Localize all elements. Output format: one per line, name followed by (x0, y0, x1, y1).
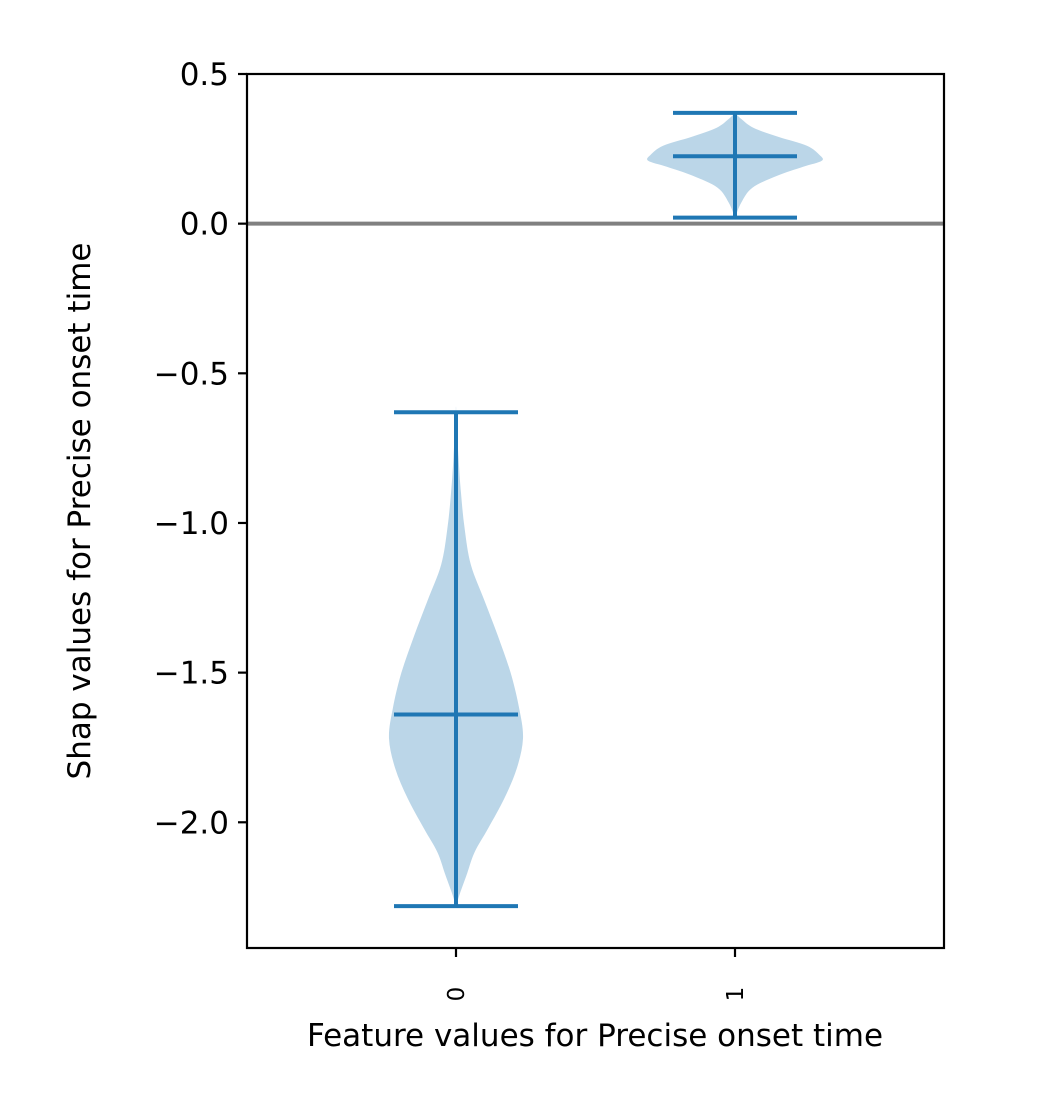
y-tick-label: −0.5 (154, 356, 229, 392)
y-tick-label: −2.0 (154, 805, 229, 841)
x-tick-label: 0 (444, 987, 470, 1002)
axes-frame (245, 72, 946, 950)
y-tick-label: −1.5 (154, 656, 229, 692)
x-tick-label: 1 (723, 987, 749, 1002)
y-tick-label: 0.0 (180, 207, 229, 243)
y-tick-label: 0.5 (180, 57, 229, 93)
y-axis-label: Shap values for Precise onset time (62, 243, 98, 780)
y-axis-ticks: 0.5 0.0 −0.5 −1.0 −1.5 −2.0 (154, 57, 247, 841)
y-tick-label: −1.0 (154, 506, 229, 542)
x-axis-label: Feature values for Precise onset time (307, 1018, 883, 1054)
plot-area (247, 110, 944, 909)
